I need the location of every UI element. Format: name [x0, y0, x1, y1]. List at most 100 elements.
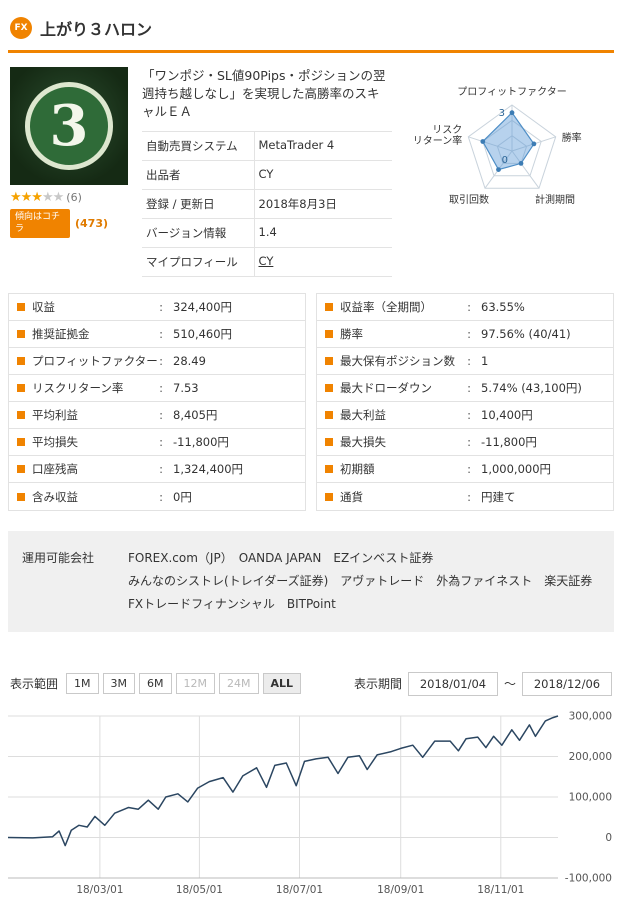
page-title: 上がり３ハロン	[40, 20, 153, 39]
x-axis-label: 18/09/01	[377, 884, 424, 896]
stat-colon: :	[159, 435, 163, 450]
stat-row: プロフィットファクター:28.49	[9, 348, 305, 376]
x-axis-label: 18/07/01	[276, 884, 323, 896]
company-line: FXトレードフィナンシャル BITPoint	[128, 596, 336, 611]
equity-chart-svg: 300,000 200,000 100,000 0 -100,000 18/03/01 18…	[7, 710, 612, 896]
orange-square-icon	[17, 330, 25, 339]
stat-label: 平均利益	[32, 408, 78, 423]
stat-colon: :	[467, 300, 471, 315]
company-line: みんなのシストレ(トレイダーズ証券) アヴァトレード 外為ファイネスト 楽天証券	[128, 574, 593, 589]
stat-label: 初期額	[340, 462, 375, 477]
product-info-column: 「ワンポジ・SL値90Pips・ポジションの翌週持ち越しなし」を実現した高勝率の…	[142, 67, 392, 278]
stat-colon: :	[159, 354, 163, 369]
info-value: CY	[254, 160, 392, 191]
stats-table-right: 収益率（全期間）:63.55% 勝率:97.56% (40/41) 最大保有ポジショ…	[316, 293, 614, 512]
stat-row: 収益:324,400円	[9, 294, 305, 322]
stat-label: リスクリターン率	[32, 381, 124, 396]
orange-square-icon	[325, 465, 333, 474]
product-info-row: マイプロフィール CY	[142, 247, 392, 278]
info-value: 2018年8月3日	[254, 189, 392, 220]
favorite-row: 傾向はコチラ (473)	[10, 209, 130, 239]
companies-list: FOREX.com（JP） OANDA JAPAN EZインベスト証券 みんなのシ…	[128, 547, 592, 615]
range-button-6m[interactable]: 6M	[139, 673, 172, 695]
stat-row: 最大損失: -11,800円	[317, 429, 613, 457]
range-button-1m[interactable]: 1M	[66, 673, 99, 695]
range-button-3m[interactable]: 3M	[102, 673, 136, 695]
period-controls: 表示期間 ～	[353, 671, 612, 696]
star-icons-filled: ★★★	[10, 190, 43, 205]
rating-count: (6)	[66, 191, 82, 204]
range-button-all[interactable]: ALL	[262, 673, 302, 695]
info-label: 自動売買システム	[142, 131, 255, 162]
period-label: 表示期間	[353, 677, 402, 692]
stat-colon: :	[467, 327, 471, 342]
info-label: バージョン情報	[142, 218, 255, 249]
orange-square-icon	[325, 411, 333, 420]
stat-colon: :	[467, 408, 471, 423]
y-axis-label: 100,000	[569, 791, 612, 803]
orange-square-icon	[325, 330, 333, 339]
stat-row: 平均損失: -11,800円	[9, 429, 305, 457]
stat-label: 推奨証拠金	[32, 327, 90, 342]
y-axis-label: 200,000	[569, 751, 612, 763]
stat-label: 最大損失	[340, 435, 386, 450]
product-section: 3 ★★★ ★★ (6) 傾向はコチラ (473) 「ワンポジ・SL値90Pip…	[8, 53, 614, 285]
stat-colon: :	[159, 327, 163, 342]
stat-colon: :	[467, 489, 471, 504]
stat-label: 通貨	[340, 489, 363, 504]
stat-row: 初期額:1,000,000円	[317, 456, 613, 484]
x-axis-label: 18/11/01	[477, 884, 524, 896]
companies-section: 運用可能会社 FOREX.com（JP） OANDA JAPAN EZインベスト…	[8, 531, 614, 632]
product-info-row: 登録 / 更新日 2018年8月3日	[142, 189, 392, 220]
rating[interactable]: ★★★ ★★ (6)	[10, 191, 130, 204]
y-axis-label: 300,000	[569, 710, 612, 722]
stats-table-left: 収益:324,400円 推奨証拠金:510,460円 プロフィットファクター:28.…	[8, 293, 306, 512]
stat-label: 平均損失	[32, 435, 78, 450]
x-axis-label: 18/03/01	[76, 884, 123, 896]
stat-colon: :	[467, 462, 471, 477]
info-label: 登録 / 更新日	[142, 189, 255, 220]
range-button-24m: 24M	[219, 673, 259, 695]
profile-link[interactable]: CY	[258, 254, 274, 269]
orange-square-icon	[17, 357, 25, 366]
companies-label: 運用可能会社	[22, 551, 95, 566]
stat-colon: :	[159, 462, 163, 477]
orange-square-icon	[325, 303, 333, 312]
stat-row: 最大ドローダウン:5.74% (43,100円)	[317, 375, 613, 403]
stat-label: 口座残高	[32, 462, 78, 477]
product-info-row: バージョン情報 1.4	[142, 218, 392, 249]
stat-value: 97.56% (40/41)	[481, 327, 571, 342]
stat-value: 8,405円	[173, 408, 218, 423]
stat-row: 最大保有ポジション数:1	[317, 348, 613, 376]
stat-colon: :	[159, 300, 163, 315]
stat-value: 510,460円	[173, 327, 233, 342]
stats-section: 収益:324,400円 推奨証拠金:510,460円 プロフィットファクター:28.…	[8, 293, 614, 512]
stat-value: 1	[481, 354, 489, 369]
stat-label: 最大利益	[340, 408, 386, 423]
stat-value: 0円	[173, 489, 192, 504]
svg-text:3: 3	[499, 108, 505, 119]
favorite-count[interactable]: (473)	[75, 217, 109, 231]
stat-value: -11,800円	[173, 435, 229, 450]
stat-label: 含み収益	[32, 489, 78, 504]
stat-row: 推奨証拠金:510,460円	[9, 321, 305, 349]
stat-colon: :	[159, 408, 163, 423]
stat-label: 勝率	[340, 327, 363, 342]
date-to-input[interactable]	[522, 671, 612, 696]
range-label: 表示範囲	[10, 677, 59, 692]
stat-label: 最大保有ポジション数	[340, 354, 455, 369]
info-label: マイプロフィール	[142, 247, 255, 278]
stat-colon: :	[467, 435, 471, 450]
favorite-badge[interactable]: 傾向はコチラ	[10, 209, 70, 239]
product-info-table: 自動売買システム MetaTrader 4 出品者 CY 登録 / 更新日 2018年8月…	[142, 131, 392, 278]
stat-value: 324,400円	[173, 300, 233, 315]
stat-value: 10,400円	[481, 408, 533, 423]
stat-label: 最大ドローダウン	[340, 381, 432, 396]
stat-colon: :	[467, 354, 471, 369]
product-info-row: 出品者 CY	[142, 160, 392, 191]
orange-square-icon	[17, 384, 25, 393]
radar-axis-label: プロフィットファクター	[457, 86, 566, 98]
product-image: 3	[10, 67, 128, 185]
date-from-input[interactable]	[407, 671, 498, 696]
y-axis-label: 0	[605, 832, 612, 844]
